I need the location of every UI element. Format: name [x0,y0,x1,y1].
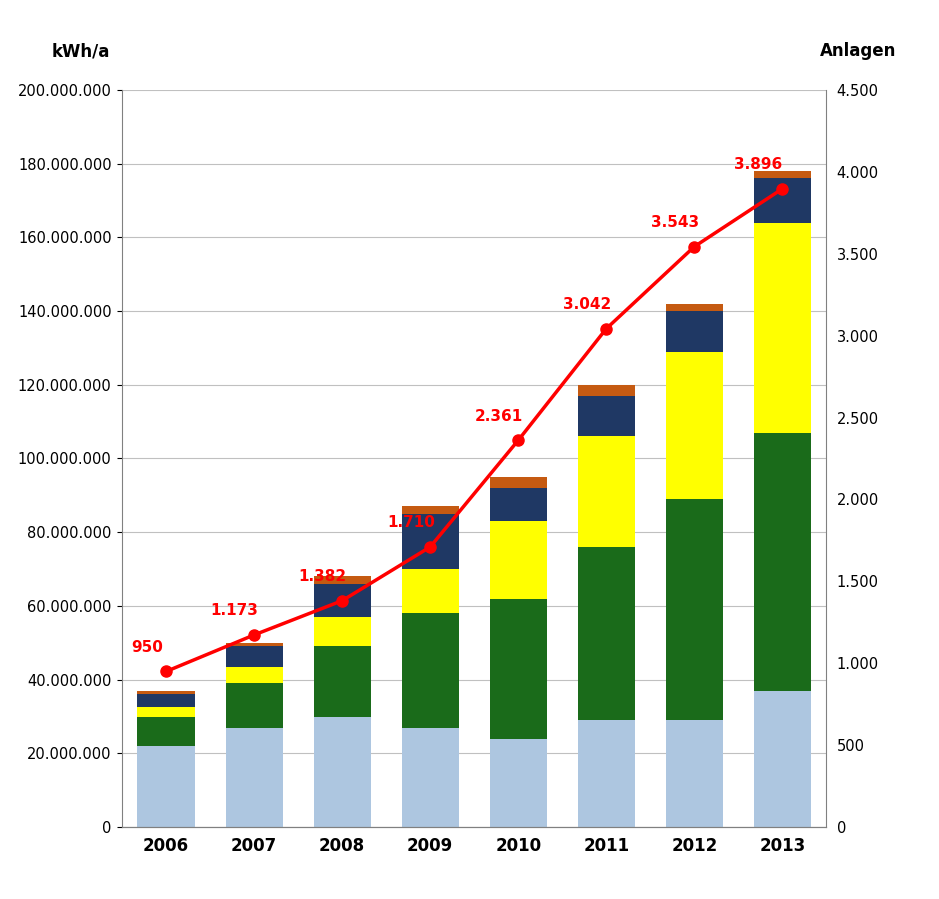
Text: 3.042: 3.042 [562,297,611,312]
Bar [225,643,283,646]
Bar [402,727,459,827]
Bar [666,499,723,720]
Bar [137,694,194,708]
Text: 2.361: 2.361 [475,409,523,423]
Bar [137,717,194,746]
Bar [577,385,635,396]
Bar [489,521,546,599]
Bar [754,171,811,178]
Bar [577,547,635,720]
Bar [137,708,194,717]
Bar [225,727,283,827]
Text: 1.173: 1.173 [211,603,258,619]
Bar [314,646,371,717]
Text: 950: 950 [131,640,162,654]
Bar [666,311,723,352]
Bar [137,690,194,694]
Text: 3.543: 3.543 [651,215,699,230]
Bar [666,304,723,311]
Bar [754,690,811,827]
Bar [489,488,546,521]
Bar [666,720,723,827]
Bar [225,683,283,727]
Bar [754,178,811,223]
Bar [402,506,459,514]
Bar [489,476,546,488]
Text: kWh/a: kWh/a [52,42,110,60]
Bar [314,583,371,617]
Bar [314,717,371,827]
Bar [754,432,811,690]
Bar [577,436,635,547]
Bar [225,667,283,683]
Bar [225,646,283,667]
Bar [666,352,723,499]
Bar [402,514,459,569]
Bar [754,223,811,432]
Text: Anlagen: Anlagen [821,42,897,60]
Text: 1.382: 1.382 [299,569,346,584]
Bar [402,569,459,613]
Bar [137,746,194,827]
Bar [577,396,635,436]
Bar [489,739,546,827]
Bar [402,613,459,727]
Bar [577,720,635,827]
Bar [314,576,371,583]
Bar [314,617,371,646]
Text: 1.710: 1.710 [387,515,435,530]
Bar [489,599,546,739]
Text: 3.896: 3.896 [733,157,782,173]
